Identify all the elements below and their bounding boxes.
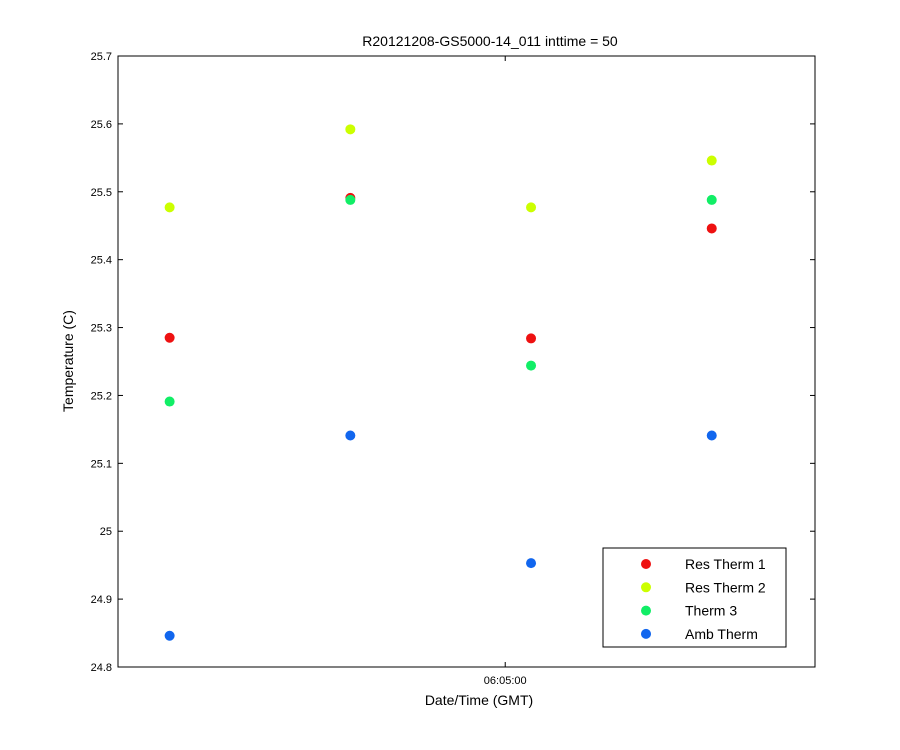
y-tick-label: 25.2: [91, 390, 112, 402]
y-tick-label: 25: [100, 526, 112, 538]
legend-box: [602, 547, 787, 648]
x-axis-title: Date/Time (GMT): [425, 692, 533, 708]
y-tick-label: 24.8: [91, 662, 112, 674]
y-tick-label: 25.4: [91, 255, 112, 267]
point-res-therm-1: [164, 332, 175, 343]
y-tick-label: 25.6: [91, 119, 112, 131]
y-tick-label: 25.5: [91, 187, 112, 199]
point-res-therm-2: [526, 202, 537, 213]
point-res-therm-1: [706, 223, 717, 234]
point-res-therm-1: [526, 333, 537, 344]
legend-marker-res-therm-2: [641, 582, 651, 593]
y-axis-ticks: 24.8 24.9 25 25.1 25.2 25.3 25.4 25.5 25.6 25.7: [91, 51, 815, 674]
legend-label-amb-therm: Amb Therm: [685, 626, 758, 642]
point-therm-3: [164, 396, 175, 407]
point-amb-therm: [164, 630, 175, 641]
point-therm-3: [526, 360, 537, 371]
legend-marker-amb-therm: [641, 628, 651, 639]
legend-label-therm-3: Therm 3: [685, 603, 737, 619]
chart-title: R20121208-GS5000-14_011 inttime = 50: [362, 33, 618, 49]
y-tick-label: 24.9: [91, 594, 112, 606]
legend: Res Therm 1 Res Therm 2 Therm 3 Amb Therm: [602, 547, 787, 648]
y-tick-label: 25.1: [91, 458, 112, 470]
x-tick-label: 06:05:00: [484, 675, 527, 687]
legend-marker-therm-3: [641, 605, 651, 616]
x-axis-ticks: 06:05:00: [484, 56, 527, 687]
legend-marker-res-therm-1: [641, 559, 651, 569]
legend-items: Res Therm 1 Res Therm 2 Therm 3 Amb Therm: [641, 556, 766, 642]
legend-label-res-therm-2: Res Therm 2: [685, 579, 766, 595]
point-amb-therm: [706, 430, 717, 441]
y-axis-title: Temperature (C): [60, 310, 76, 412]
point-res-therm-2: [164, 202, 175, 213]
y-tick-label: 25.3: [91, 323, 112, 335]
point-amb-therm: [345, 430, 356, 441]
data-points: [164, 124, 717, 641]
point-res-therm-2: [345, 124, 356, 135]
point-therm-3: [706, 194, 717, 205]
legend-label-res-therm-1: Res Therm 1: [685, 556, 766, 572]
y-tick-label: 25.7: [91, 51, 112, 63]
point-therm-3: [345, 194, 356, 205]
point-amb-therm: [526, 558, 537, 569]
point-res-therm-2: [706, 155, 717, 166]
